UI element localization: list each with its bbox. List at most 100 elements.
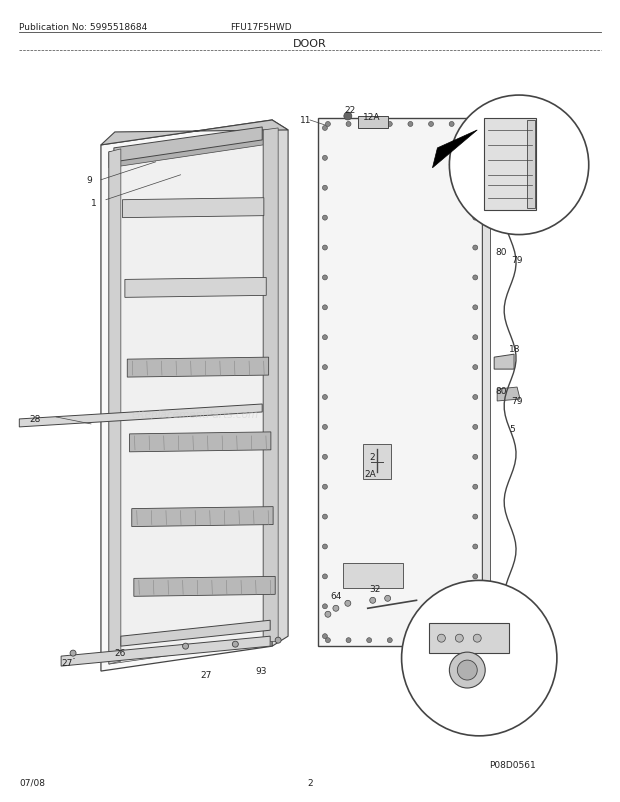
Circle shape xyxy=(322,395,327,400)
Polygon shape xyxy=(114,128,262,163)
Text: 22A: 22A xyxy=(454,716,472,725)
Circle shape xyxy=(438,634,445,642)
Circle shape xyxy=(370,597,376,604)
Circle shape xyxy=(473,216,478,221)
Circle shape xyxy=(473,395,478,400)
Circle shape xyxy=(322,245,327,251)
Circle shape xyxy=(322,425,327,430)
Circle shape xyxy=(182,643,188,650)
Polygon shape xyxy=(494,354,514,370)
Polygon shape xyxy=(127,358,268,378)
Polygon shape xyxy=(494,171,514,185)
Text: 2: 2 xyxy=(307,778,313,787)
Circle shape xyxy=(458,660,477,680)
Circle shape xyxy=(325,611,331,618)
Polygon shape xyxy=(101,121,272,671)
Text: 5: 5 xyxy=(509,424,515,433)
Circle shape xyxy=(449,123,454,128)
Circle shape xyxy=(326,123,330,128)
Circle shape xyxy=(366,638,371,643)
Polygon shape xyxy=(109,150,121,664)
Text: 11: 11 xyxy=(300,115,311,125)
Text: 80: 80 xyxy=(495,247,507,256)
Circle shape xyxy=(322,574,327,579)
Circle shape xyxy=(322,545,327,549)
Circle shape xyxy=(70,650,76,656)
Circle shape xyxy=(408,123,413,128)
Bar xyxy=(527,121,535,209)
Circle shape xyxy=(326,638,330,643)
Circle shape xyxy=(322,186,327,191)
Polygon shape xyxy=(125,278,266,298)
Polygon shape xyxy=(264,129,278,642)
Text: P08D0561: P08D0561 xyxy=(489,759,536,769)
Circle shape xyxy=(402,581,557,736)
Text: 80: 80 xyxy=(495,387,507,395)
Circle shape xyxy=(346,123,351,128)
Circle shape xyxy=(322,156,327,161)
Text: 18: 18 xyxy=(509,345,521,354)
Circle shape xyxy=(322,455,327,460)
Text: 13: 13 xyxy=(513,626,525,635)
Circle shape xyxy=(473,306,478,310)
Text: 79: 79 xyxy=(511,396,523,406)
Circle shape xyxy=(428,123,433,128)
Circle shape xyxy=(473,126,478,132)
Text: 28: 28 xyxy=(29,415,41,423)
Text: Publication No: 5995518684: Publication No: 5995518684 xyxy=(19,23,148,32)
Circle shape xyxy=(232,642,238,647)
Text: 79: 79 xyxy=(511,255,523,264)
Circle shape xyxy=(388,638,392,643)
Text: FFU17F5HWD: FFU17F5HWD xyxy=(231,23,292,32)
Circle shape xyxy=(388,123,392,128)
Circle shape xyxy=(322,306,327,310)
Circle shape xyxy=(473,514,478,520)
Circle shape xyxy=(473,335,478,340)
Text: 07/08: 07/08 xyxy=(19,778,45,787)
Circle shape xyxy=(322,634,327,639)
Polygon shape xyxy=(432,131,477,168)
Text: 151: 151 xyxy=(534,176,551,184)
Circle shape xyxy=(473,276,478,281)
Circle shape xyxy=(473,634,478,639)
Polygon shape xyxy=(272,121,288,646)
Text: 27: 27 xyxy=(61,658,73,667)
Circle shape xyxy=(473,245,478,251)
Circle shape xyxy=(322,126,327,132)
Circle shape xyxy=(333,606,339,611)
Text: 22: 22 xyxy=(345,106,356,115)
Polygon shape xyxy=(132,507,273,527)
Circle shape xyxy=(473,365,478,371)
Circle shape xyxy=(322,604,327,609)
Bar xyxy=(484,119,536,210)
Circle shape xyxy=(366,123,371,128)
Circle shape xyxy=(344,113,352,121)
Text: 64: 64 xyxy=(330,592,341,601)
Polygon shape xyxy=(497,387,520,402)
Circle shape xyxy=(470,123,475,128)
Bar xyxy=(358,117,388,129)
Polygon shape xyxy=(61,637,270,666)
Bar xyxy=(482,139,490,626)
Text: 2A: 2A xyxy=(365,469,376,478)
Text: 9: 9 xyxy=(86,176,92,184)
Circle shape xyxy=(473,425,478,430)
Text: eReplacementParts.com: eReplacementParts.com xyxy=(132,410,259,419)
Circle shape xyxy=(275,638,281,643)
Circle shape xyxy=(322,484,327,489)
Circle shape xyxy=(473,574,478,579)
Polygon shape xyxy=(130,432,271,452)
Text: 27: 27 xyxy=(200,670,212,679)
Circle shape xyxy=(322,276,327,281)
Text: 32: 32 xyxy=(370,585,381,593)
Circle shape xyxy=(473,186,478,191)
Circle shape xyxy=(473,156,478,161)
Polygon shape xyxy=(19,404,262,427)
Text: 1: 1 xyxy=(91,198,97,208)
Bar xyxy=(430,623,509,654)
Circle shape xyxy=(473,545,478,549)
Polygon shape xyxy=(109,131,264,664)
Polygon shape xyxy=(101,121,288,146)
Circle shape xyxy=(473,455,478,460)
Circle shape xyxy=(345,601,351,606)
